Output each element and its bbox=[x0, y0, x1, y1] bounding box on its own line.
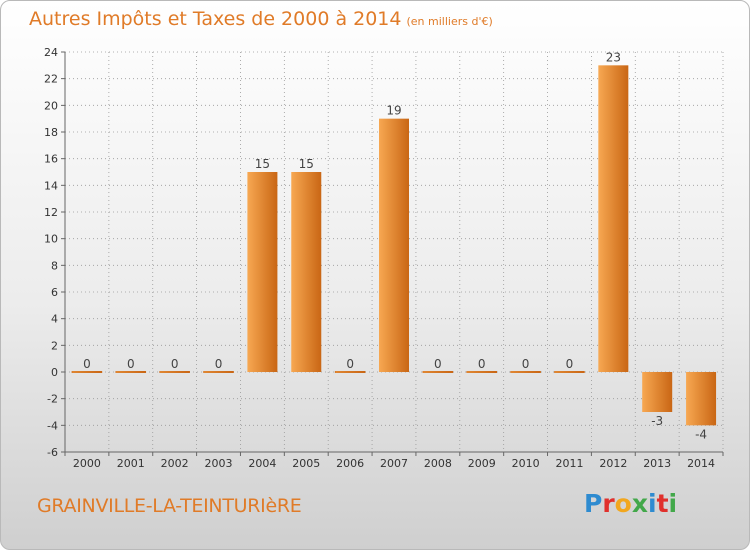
y-tick-label: 20 bbox=[44, 99, 58, 112]
x-tick-label: 2001 bbox=[117, 457, 145, 470]
y-tick-label: 4 bbox=[51, 313, 58, 326]
x-tick-label: 2007 bbox=[380, 457, 408, 470]
y-tick-label: 6 bbox=[51, 286, 58, 299]
y-tick-label: 22 bbox=[44, 73, 58, 86]
x-tick-label: 2000 bbox=[73, 457, 101, 470]
commune-name: GRAINVILLE-LA-TEINTURIèRE bbox=[37, 495, 302, 517]
bar-value-label: -4 bbox=[695, 427, 707, 441]
x-tick-label: 2003 bbox=[205, 457, 233, 470]
bar-value-label: 0 bbox=[346, 357, 354, 371]
logo-letter: i bbox=[648, 489, 657, 518]
x-tick-label: 2004 bbox=[248, 457, 276, 470]
bar bbox=[71, 371, 103, 373]
x-tick-label: 2009 bbox=[468, 457, 496, 470]
x-tick-label: 2010 bbox=[512, 457, 540, 470]
x-tick-label: 2014 bbox=[687, 457, 715, 470]
y-tick-label: 14 bbox=[44, 179, 58, 192]
bar-value-label: 0 bbox=[83, 357, 91, 371]
bar-value-label: 0 bbox=[171, 357, 179, 371]
x-tick-label: 2011 bbox=[555, 457, 583, 470]
y-tick-label: 10 bbox=[44, 233, 58, 246]
x-tick-label: 2006 bbox=[336, 457, 364, 470]
logo-letter: r bbox=[602, 489, 615, 518]
logo-letter: o bbox=[614, 489, 632, 518]
bar bbox=[686, 372, 717, 426]
bar-value-label: 0 bbox=[478, 357, 486, 371]
logo-letter: x bbox=[631, 489, 648, 518]
bar-value-label: 19 bbox=[386, 104, 401, 118]
bar bbox=[203, 371, 234, 373]
title-text: Autres Impôts et Taxes de 2000 à 2014 bbox=[29, 8, 402, 30]
y-tick-label: 18 bbox=[44, 126, 58, 139]
x-tick-label: 2008 bbox=[424, 457, 452, 470]
bar bbox=[115, 371, 147, 373]
y-tick-label: 12 bbox=[44, 206, 58, 219]
x-tick-label: 2005 bbox=[292, 457, 320, 470]
y-tick-label: -2 bbox=[47, 393, 58, 406]
bar bbox=[291, 172, 322, 372]
bar-value-label: 15 bbox=[255, 157, 270, 171]
bar bbox=[642, 372, 673, 412]
bar bbox=[510, 371, 541, 373]
bar-value-label: 0 bbox=[566, 357, 574, 371]
bar-value-label: 23 bbox=[606, 50, 621, 64]
logo-letter: P bbox=[584, 489, 603, 518]
bar bbox=[159, 371, 190, 373]
chart-title: Autres Impôts et Taxes de 2000 à 2014 (en… bbox=[29, 8, 493, 30]
bar-value-label: 0 bbox=[522, 357, 530, 371]
y-tick-label: 8 bbox=[51, 259, 58, 272]
bar bbox=[247, 172, 278, 372]
bar bbox=[466, 371, 497, 373]
y-tick-label: 16 bbox=[44, 153, 58, 166]
x-tick-label: 2013 bbox=[643, 457, 671, 470]
x-tick-label: 2002 bbox=[161, 457, 189, 470]
bar bbox=[554, 371, 585, 373]
y-tick-label: -6 bbox=[47, 446, 58, 459]
bar bbox=[422, 371, 454, 373]
logo-letter: i bbox=[668, 489, 678, 518]
logo-letter: t bbox=[656, 489, 669, 518]
y-tick-label: 24 bbox=[44, 46, 58, 59]
y-tick-label: -4 bbox=[47, 419, 58, 432]
bar bbox=[379, 118, 409, 373]
bar bbox=[334, 371, 366, 373]
y-tick-label: 2 bbox=[51, 339, 58, 352]
bar-value-label: 0 bbox=[215, 357, 223, 371]
bar-value-label: 0 bbox=[127, 357, 135, 371]
bar-value-label: -3 bbox=[651, 414, 663, 428]
chart-subtitle: (en milliers d'€) bbox=[406, 15, 493, 28]
y-tick-label: 0 bbox=[51, 366, 58, 379]
x-tick-label: 2012 bbox=[599, 457, 627, 470]
bar bbox=[598, 65, 629, 372]
bar-value-label: 0 bbox=[434, 357, 442, 371]
bar-value-label: 15 bbox=[299, 157, 314, 171]
proxiti-logo: Proxiti bbox=[584, 489, 677, 518]
